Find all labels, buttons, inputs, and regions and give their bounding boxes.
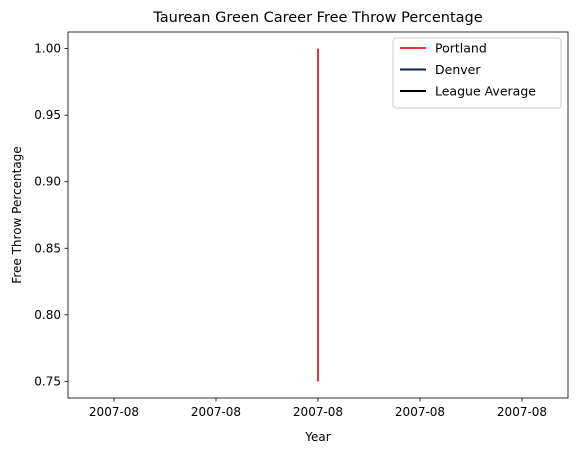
y-tick-label: 0.90 (34, 175, 61, 189)
y-tick-label: 0.85 (34, 241, 61, 255)
x-axis-label: Year (304, 430, 330, 444)
x-tick-label: 2007-08 (395, 405, 445, 419)
y-tick-label: 0.75 (34, 374, 61, 388)
y-tick-label: 1.00 (34, 42, 61, 56)
legend: Portland Denver League Average (393, 38, 561, 108)
x-tick-label: 2007-08 (89, 405, 139, 419)
y-axis-label: Free Throw Percentage (10, 146, 24, 283)
legend-entry: Portland (435, 41, 487, 56)
x-tick-label: 2007-08 (191, 405, 241, 419)
legend-entry: League Average (435, 84, 536, 99)
legend-entry: Denver (435, 62, 481, 77)
x-tick-label: 2007-08 (497, 405, 547, 419)
y-tick-label: 0.80 (34, 308, 61, 322)
chart-title: Taurean Green Career Free Throw Percenta… (152, 10, 482, 26)
x-tick-label: 2007-08 (293, 405, 343, 419)
y-tick-label: 0.95 (34, 108, 61, 122)
